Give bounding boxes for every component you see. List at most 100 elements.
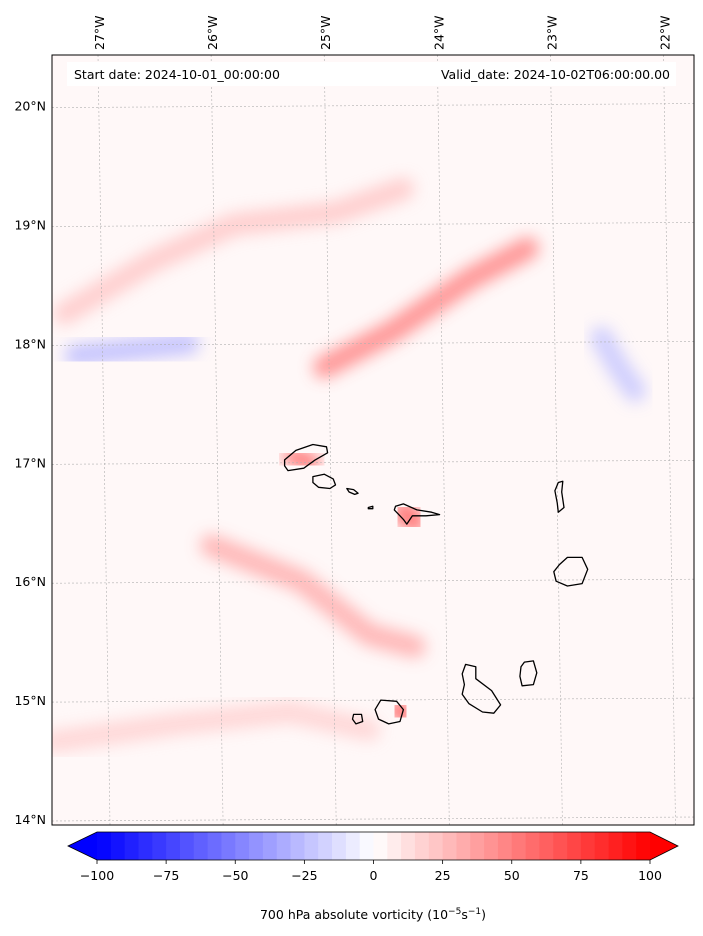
colorbar-swatch <box>152 832 167 860</box>
lat-tick-label: 19°N <box>14 218 46 233</box>
colorbar-swatch <box>525 832 540 860</box>
colorbar-swatch <box>401 832 416 860</box>
field-feature <box>313 237 539 379</box>
lon-tick-label: 26°W <box>205 15 220 50</box>
meridian-line <box>437 55 450 825</box>
lon-tick-label: 22°W <box>658 15 673 50</box>
parallel-line <box>52 578 694 584</box>
colorbar-swatch <box>359 832 374 860</box>
colorbar-swatch <box>249 832 264 860</box>
parallel-line <box>52 459 694 465</box>
parallel-line <box>52 103 694 108</box>
parallel-line <box>52 697 694 703</box>
island-outline <box>461 663 502 714</box>
colorbar-swatch <box>373 832 388 860</box>
colorbar-swatch <box>124 832 139 860</box>
colorbar-swatch <box>470 832 485 860</box>
longitude-tick-labels: 27°W 26°W 25°W 24°W 23°W 22°W <box>92 15 673 50</box>
meridian-line <box>550 55 563 825</box>
colorbar-swatch <box>567 832 582 860</box>
colorbar-swatch <box>290 832 305 860</box>
colorbar-swatch <box>110 832 126 860</box>
colorbar-swatch <box>539 832 554 860</box>
lon-tick-label: 25°W <box>318 15 333 50</box>
colorbar-swatch <box>553 832 568 860</box>
colorbar-swatch <box>442 832 457 860</box>
colorbar-tick-label: −100 <box>80 868 114 883</box>
parallel-line <box>52 341 694 346</box>
colorbar-label: 700 hPa absolute vorticity (10−5s−1) <box>260 907 486 922</box>
meridian-line <box>663 55 676 825</box>
colorbar-tick-label: −75 <box>153 868 179 883</box>
colorbar-swatch <box>138 832 153 860</box>
graticule <box>52 55 694 825</box>
colorbar-tick-label: 0 <box>370 868 378 883</box>
colorbar-swatch <box>511 832 526 860</box>
lat-tick-label: 17°N <box>14 455 46 470</box>
colorbar-tick-label: −50 <box>222 868 248 883</box>
colorbar-swatch <box>594 832 609 860</box>
parallel-line <box>52 816 694 822</box>
colorbar-swatch <box>456 832 471 860</box>
field-feature <box>200 534 426 658</box>
island-outline <box>283 443 329 472</box>
map-background <box>52 55 694 825</box>
vorticity-field <box>52 177 647 753</box>
colorbar-swatch <box>345 832 361 860</box>
colorbar-tick-label: 75 <box>573 868 589 883</box>
colorbar-swatch <box>387 832 402 860</box>
colorbar-swatch <box>304 832 319 860</box>
header-background <box>67 62 676 86</box>
colorbar-swatch <box>497 832 513 860</box>
field-feature <box>53 177 415 325</box>
island-outline <box>351 713 364 725</box>
meridian-line <box>210 55 224 825</box>
coastlines <box>283 443 589 725</box>
colorbar-extend-high <box>650 832 678 860</box>
meridian-line <box>323 55 337 825</box>
parallel-line <box>52 222 694 227</box>
colorbar-swatch <box>414 832 430 860</box>
colorbar-tick-label: 100 <box>638 868 662 883</box>
colorbar-swatch <box>235 832 250 860</box>
lat-tick-label: 18°N <box>14 336 46 351</box>
lon-tick-label: 27°W <box>92 15 107 50</box>
island-outline <box>374 699 405 725</box>
field-feature <box>64 332 200 367</box>
colorbar-swatch <box>262 832 278 860</box>
colorbar-swatch <box>608 832 623 860</box>
colorbar-swatch <box>166 832 181 860</box>
map-frame <box>51 54 695 826</box>
island-outline <box>393 503 441 525</box>
colorbar-swatch <box>484 832 499 860</box>
colorbar-swatch <box>193 832 208 860</box>
island-outline <box>367 505 374 510</box>
colorbar-swatch <box>276 832 291 860</box>
island-outline <box>346 487 359 496</box>
colorbar-swatch <box>179 832 195 860</box>
island-outline <box>519 660 538 687</box>
lon-tick-label: 23°W <box>544 15 559 50</box>
colorbar-ticks: −100 −75 −50 −25 0 25 50 75 100 <box>80 860 662 883</box>
valid-date-label: Valid_date: 2024-10-02T06:00:00.00 <box>441 67 670 82</box>
colorbar-tick-label: 25 <box>435 868 451 883</box>
colorbar-swatch <box>636 832 651 860</box>
lon-tick-label: 24°W <box>431 15 446 50</box>
colorbar-swatch <box>622 832 637 860</box>
field-feature <box>283 449 320 470</box>
colorbar-swatch <box>332 832 347 860</box>
lat-tick-label: 15°N <box>14 693 46 708</box>
colorbar-swatch <box>318 832 333 860</box>
lat-tick-label: 16°N <box>14 574 46 589</box>
field-feature <box>590 326 647 402</box>
meridian-line <box>97 55 111 825</box>
colorbar-swatch <box>207 832 222 860</box>
map-border <box>51 54 695 826</box>
field-feature <box>392 501 426 533</box>
colorbar: −100 −75 −50 −25 0 25 50 75 100 700 hPa absolute… <box>67 831 679 922</box>
colorbar-swatch <box>580 832 596 860</box>
colorbar-swatches <box>67 831 679 861</box>
field-feature <box>52 701 381 753</box>
lat-tick-label: 20°N <box>14 99 46 114</box>
